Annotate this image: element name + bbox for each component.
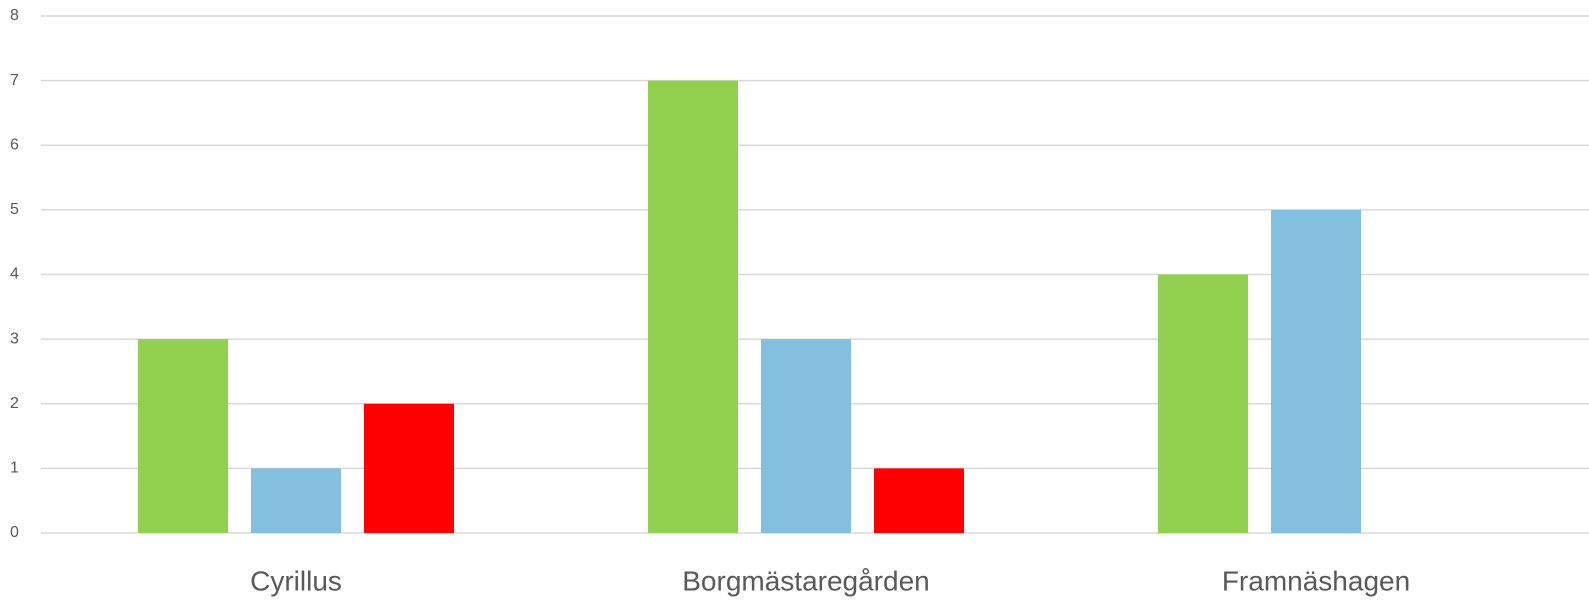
y-tick-label: 3 xyxy=(10,330,19,347)
bar xyxy=(1271,209,1361,533)
bar xyxy=(874,468,964,533)
x-tick-label: Borgmästaregården xyxy=(682,565,929,596)
bar xyxy=(1158,274,1248,533)
y-tick-label: 5 xyxy=(10,201,19,218)
y-tick-label: 8 xyxy=(10,7,19,24)
y-tick-label: 7 xyxy=(10,72,19,89)
y-tick-label: 1 xyxy=(10,460,19,477)
y-tick-label: 0 xyxy=(10,524,19,541)
x-tick-label: Framnäshagen xyxy=(1222,565,1410,596)
bar xyxy=(761,339,851,533)
x-tick-label: Cyrillus xyxy=(250,565,342,596)
bar xyxy=(251,468,341,533)
y-tick-label: 6 xyxy=(10,136,19,153)
y-tick-label: 2 xyxy=(10,395,19,412)
y-tick-label: 4 xyxy=(10,266,19,283)
bar xyxy=(364,403,454,533)
bar xyxy=(138,339,228,533)
bar xyxy=(648,80,738,533)
